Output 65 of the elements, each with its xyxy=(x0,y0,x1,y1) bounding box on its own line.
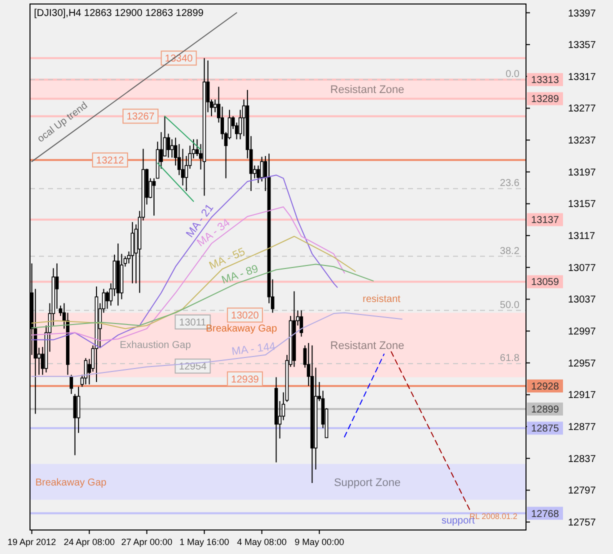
x-tick-label: 9 May 00:00 xyxy=(294,537,344,547)
annotation: 23.6 xyxy=(500,178,520,190)
candlestick xyxy=(106,290,109,310)
y-tick-label: 13197 xyxy=(568,167,596,178)
y-tick-label: 13077 xyxy=(568,262,596,274)
annotation: Breakaway Gap xyxy=(206,323,278,334)
ref-line-label: 13289 xyxy=(531,94,560,106)
candlestick xyxy=(130,222,134,284)
annotation: 38.2 xyxy=(500,246,520,257)
annotation: 61.8 xyxy=(500,353,520,364)
y-tick-label: 13357 xyxy=(568,40,596,52)
ref-line-label: 12899 xyxy=(531,404,560,416)
x-tick-label: 24 Apr 08:00 xyxy=(64,537,115,547)
y-tick-label: 13117 xyxy=(568,231,596,242)
annotation: 12939 xyxy=(231,374,260,386)
candlestick xyxy=(260,156,264,182)
candlestick xyxy=(300,310,304,338)
chart-title: [DJI30],H4 12863 12900 12863 12899 xyxy=(34,8,204,19)
y-tick-label: 13317 xyxy=(568,72,596,83)
annotation: 13011 xyxy=(179,317,207,328)
band-label: Resistant Zone xyxy=(330,84,404,96)
ref-line-label: 12875 xyxy=(531,424,560,435)
annotation: Exhaustion Gap xyxy=(120,340,192,352)
x-tick-label: 4 May 08:00 xyxy=(237,537,287,547)
candlestick xyxy=(152,178,156,216)
ref-line-label: 12928 xyxy=(531,381,560,392)
candlestick xyxy=(256,165,260,184)
y-tick-label: 13397 xyxy=(568,8,596,20)
ref-line-label: 13137 xyxy=(531,215,560,226)
y-tick-label: 12957 xyxy=(568,358,596,370)
candlestick xyxy=(84,358,88,385)
annotation: 13267 xyxy=(126,112,155,123)
x-tick-label: 19 Apr 2012 xyxy=(8,537,56,547)
line-series xyxy=(31,206,345,342)
candlestick xyxy=(181,148,184,186)
candlestick xyxy=(73,393,77,456)
ref-line-label: 13313 xyxy=(531,75,560,86)
annotation: 50.0 xyxy=(500,300,520,311)
candlestick xyxy=(166,133,170,158)
y-tick-label: 13237 xyxy=(568,136,596,147)
y-tick-label: 12837 xyxy=(568,454,596,465)
y-tick-label: 12797 xyxy=(568,486,596,497)
y-tick-label: 12757 xyxy=(568,518,596,529)
text: MA - 55 xyxy=(208,246,248,272)
annotation: 13212 xyxy=(96,155,124,166)
band-label: Support Zone xyxy=(334,476,401,489)
candlestick xyxy=(170,138,174,158)
candlestick xyxy=(70,374,74,394)
band-label: Resistant Zone xyxy=(330,340,404,352)
annotation: Breakaway Gap xyxy=(35,477,107,488)
y-tick-label: 13037 xyxy=(568,294,596,306)
annotation: 13020 xyxy=(231,310,260,322)
y-tick-label: 13157 xyxy=(568,199,596,210)
x-tick-label: 1 May 16:00 xyxy=(180,537,230,547)
ref-line-label: 13059 xyxy=(531,277,560,288)
y-tick-label: 12997 xyxy=(568,326,596,338)
text: MA - 144 xyxy=(231,340,276,358)
x-tick-label: 27 Apr 00:00 xyxy=(121,537,172,547)
line-series xyxy=(31,312,402,377)
y-tick-label: 12877 xyxy=(568,422,596,434)
ref-line-label: 12768 xyxy=(531,508,560,520)
y-tick-label: 13277 xyxy=(568,104,596,115)
annotation: resistant xyxy=(362,294,401,305)
y-tick-label: 12917 xyxy=(568,390,596,402)
annotation: 0.0 xyxy=(506,69,520,80)
